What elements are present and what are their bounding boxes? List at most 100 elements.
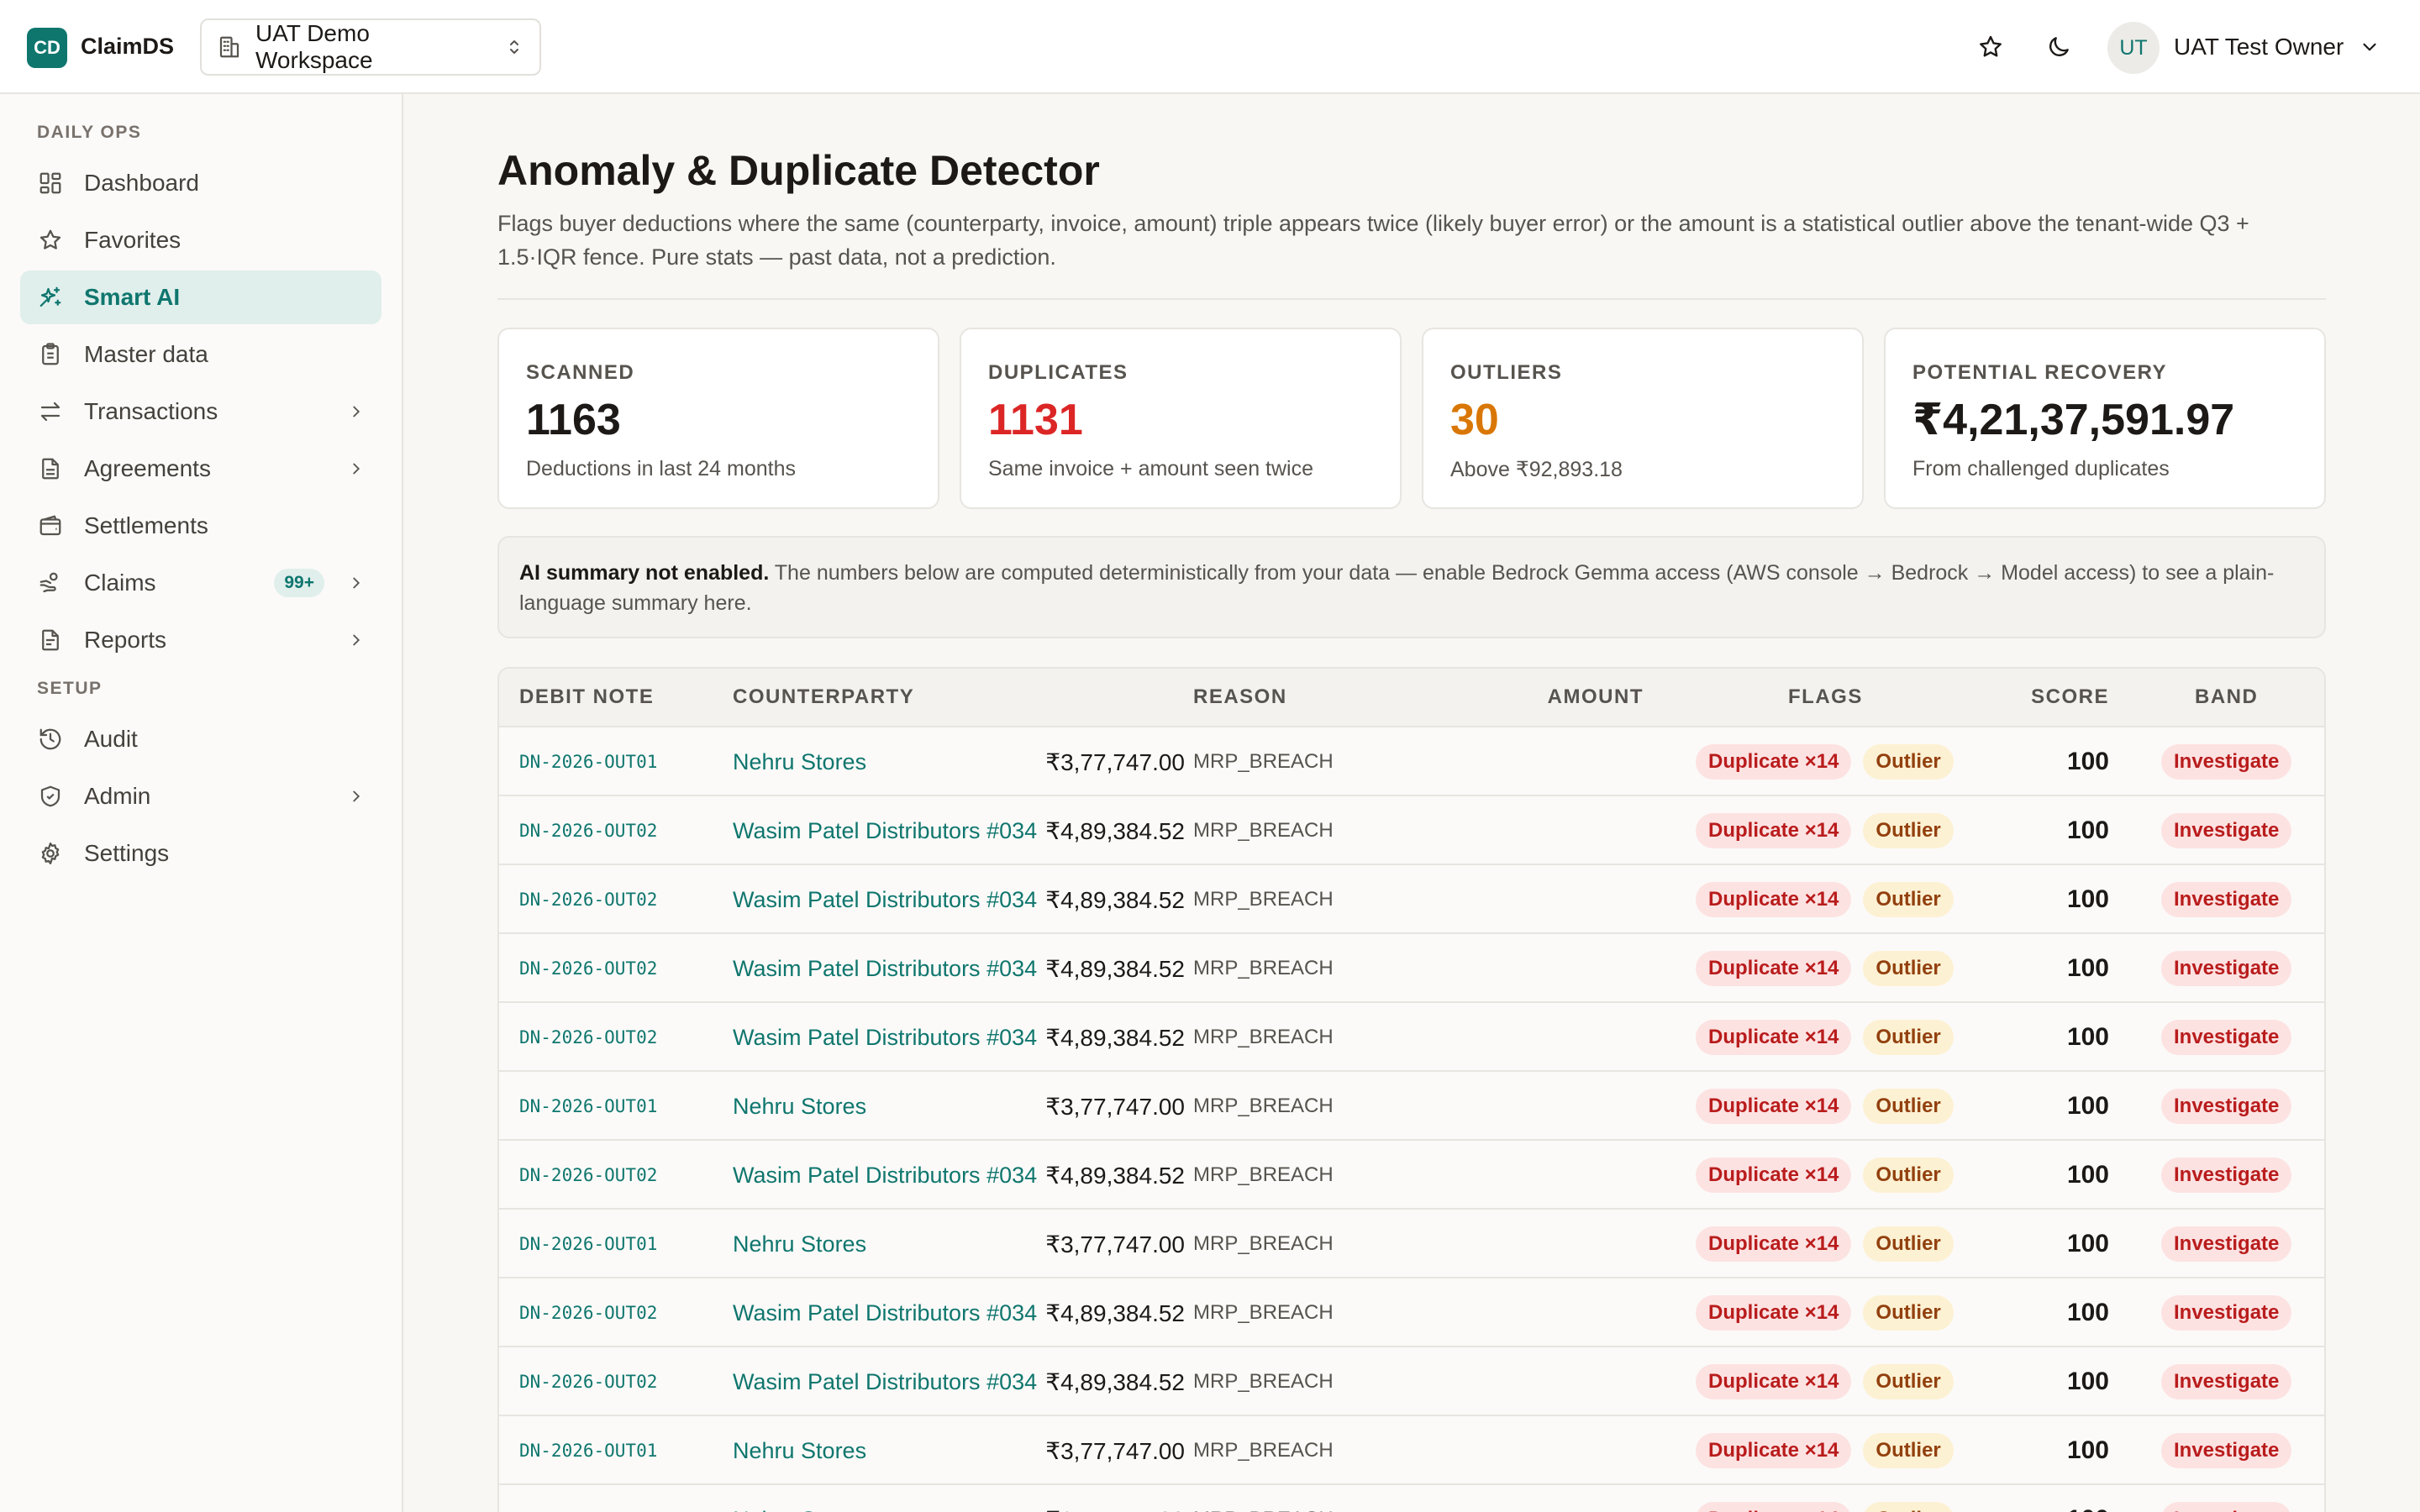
debit-note-link[interactable]: DN-2026-OUT01 (519, 1234, 658, 1254)
counterparty-link[interactable]: Nehru Stores (733, 1093, 867, 1119)
report-icon (37, 627, 64, 654)
duplicate-flag-badge: Duplicate ×14 (1696, 1295, 1852, 1331)
counterparty-link[interactable]: Wasim Patel Distributors #034 (733, 886, 1038, 912)
sidebar-item-reports[interactable]: Reports (20, 613, 381, 667)
shield-icon (37, 783, 64, 810)
reason-code: MRP_BREACH (1193, 1026, 1334, 1048)
counterparty-link[interactable]: Nehru Stores (733, 1231, 867, 1257)
table-row[interactable]: DN-2026-OUT02 Wasim Patel Distributors #0… (499, 1278, 2324, 1347)
table-row[interactable]: DN-2026-OUT02 Wasim Patel Distributors #0… (499, 796, 2324, 865)
debit-note-link[interactable]: DN-2026-OUT02 (519, 821, 658, 841)
column-header-flags[interactable]: FLAGS (1788, 685, 1863, 708)
dark-mode-moon-icon[interactable] (2042, 30, 2075, 64)
score: 100 (2067, 1485, 2109, 1512)
debit-note-link[interactable]: DN-2026-OUT02 (519, 1303, 658, 1323)
table-row[interactable]: DN-2026-OUT02 Wasim Patel Distributors #0… (499, 1347, 2324, 1416)
counterparty-link[interactable]: Wasim Patel Distributors #034 (733, 955, 1038, 981)
sidebar-item-favorites[interactable]: Favorites (20, 213, 381, 267)
debit-note-link[interactable]: DN-2026-OUT02 (519, 1165, 658, 1185)
user-name[interactable]: UAT Test Owner (2174, 34, 2344, 60)
sidebar-item-settlements[interactable]: Settlements (20, 499, 381, 553)
sidebar-item-transactions[interactable]: Transactions (20, 385, 381, 438)
counterparty-link[interactable]: Nehru Stores (733, 1485, 866, 1512)
counterparty-link[interactable]: Nehru Stores (733, 748, 867, 774)
reason-code: MRP_BREACH (1193, 1439, 1334, 1462)
flags: Duplicate ×14 Outlier (1696, 796, 1954, 865)
investigate-band-badge: Investigate (2161, 1089, 2292, 1124)
debit-note-link[interactable]: DN-2026-OUT02 (519, 1027, 658, 1047)
sidebar-item-label: Audit (84, 726, 138, 752)
table-row[interactable]: DN-2026-OUT01 Nehru Stores MRP_BREACH ₹3,77… (499, 1485, 2324, 1512)
column-header-amount[interactable]: AMOUNT (1547, 685, 1644, 708)
amount: ₹4,89,384.52 (1045, 1368, 1185, 1395)
sidebar-item-admin[interactable]: Admin (20, 769, 381, 823)
column-header-reason[interactable]: REASON (1193, 685, 1287, 708)
band: Investigate (2161, 1485, 2292, 1512)
user-avatar[interactable]: UT (2107, 22, 2160, 74)
notice-title: AI summary not enabled. (519, 561, 770, 585)
column-header-counterparty[interactable]: COUNTERPARTY (733, 685, 915, 708)
score: 100 (2066, 954, 2109, 982)
sidebar-item-label: Settlements (84, 512, 208, 538)
amount: ₹4,89,384.52 (1045, 817, 1185, 844)
stat-subtext: Above ₹92,893.18 (1450, 458, 1623, 481)
top-header: CD ClaimDS UAT Demo Workspace UT UAT Tes… (0, 0, 2420, 94)
amount: ₹4,89,384.52 (1045, 1299, 1185, 1326)
debit-note-link[interactable]: DN-2026-OUT02 (519, 890, 658, 910)
column-header-score[interactable]: SCORE (2031, 685, 2109, 708)
chevrons-up-down-icon (504, 37, 524, 57)
counterparty-link[interactable]: Nehru Stores (733, 1437, 867, 1463)
table-row[interactable]: DN-2026-OUT02 Wasim Patel Distributors #0… (499, 1141, 2324, 1210)
outlier-flag-badge: Outlier (1863, 1020, 1954, 1055)
column-header-debit-note[interactable]: DEBIT NOTE (519, 685, 655, 708)
counterparty-link[interactable]: Wasim Patel Distributors #034 (733, 817, 1038, 843)
flags: Duplicate ×14 Outlier (1696, 1278, 1954, 1347)
app-name[interactable]: ClaimDS (81, 34, 175, 59)
sidebar-item-claims[interactable]: Claims 99+ (20, 556, 381, 610)
band: Investigate (2161, 796, 2292, 865)
workspace-switcher[interactable]: UAT Demo Workspace (200, 18, 541, 76)
app-logo[interactable]: CD (27, 28, 67, 68)
table-row[interactable]: DN-2026-OUT01 Nehru Stores MRP_BREACH ₹3,77… (499, 1072, 2324, 1141)
table-row[interactable]: DN-2026-OUT02 Wasim Patel Distributors #0… (499, 865, 2324, 934)
investigate-band-badge: Investigate (2161, 1502, 2292, 1512)
sidebar-item-settings[interactable]: Settings (20, 827, 381, 880)
band: Investigate (2161, 1003, 2292, 1072)
counterparty-link[interactable]: Wasim Patel Distributors #034 (733, 1299, 1038, 1326)
sidebar-item-agreements[interactable]: Agreements (20, 442, 381, 496)
sidebar-item-label: Reports (84, 627, 167, 653)
duplicate-flag-badge: Duplicate ×14 (1696, 1364, 1852, 1399)
table-row[interactable]: DN-2026-OUT02 Wasim Patel Distributors #0… (499, 1003, 2324, 1072)
stat-value: ₹4,21,37,591.97 (1912, 396, 2235, 444)
debit-note-link[interactable]: DN-2026-OUT01 (519, 1441, 658, 1461)
counterparty-link[interactable]: Wasim Patel Distributors #034 (733, 1024, 1038, 1050)
column-header-band[interactable]: BAND (2195, 685, 2259, 708)
counterparty-link[interactable]: Wasim Patel Distributors #034 (733, 1368, 1038, 1394)
divider (497, 298, 2326, 300)
sidebar-item-master-data[interactable]: Master data (20, 328, 381, 381)
score: 100 (2066, 816, 2109, 844)
sidebar-item-smart-ai[interactable]: Smart AI (20, 270, 381, 324)
debit-note-link[interactable]: DN-2026-OUT01 (519, 1485, 657, 1512)
flags: Duplicate ×14 Outlier (1696, 934, 1954, 1003)
amount: ₹4,89,384.52 (1045, 1024, 1185, 1051)
table-row[interactable]: DN-2026-OUT01 Nehru Stores MRP_BREACH ₹3,77… (499, 1416, 2324, 1485)
investigate-band-badge: Investigate (2161, 1364, 2292, 1399)
debit-note-link[interactable]: DN-2026-OUT01 (519, 1096, 658, 1116)
anomaly-table: DEBIT NOTE COUNTERPARTY REASON AMOUNT FL… (497, 667, 2326, 1512)
debit-note-link[interactable]: DN-2026-OUT02 (519, 1372, 658, 1392)
debit-note-link[interactable]: DN-2026-OUT02 (519, 958, 658, 979)
counterparty-link[interactable]: Wasim Patel Distributors #034 (733, 1162, 1038, 1188)
chevron-down-icon[interactable] (2354, 32, 2385, 62)
outlier-flag-badge: Outlier (1863, 1226, 1954, 1262)
sidebar-item-dashboard[interactable]: Dashboard (20, 156, 381, 210)
favorite-star-icon[interactable] (1974, 30, 2007, 64)
sidebar-item-audit[interactable]: Audit (20, 712, 381, 766)
table-row[interactable]: DN-2026-OUT01 Nehru Stores MRP_BREACH ₹3,77… (499, 727, 2324, 796)
flags: Duplicate ×14 Outlier (1696, 1347, 1954, 1416)
amount: ₹4,89,384.52 (1045, 955, 1185, 982)
table-row[interactable]: DN-2026-OUT01 Nehru Stores MRP_BREACH ₹3,77… (499, 1210, 2324, 1278)
debit-note-link[interactable]: DN-2026-OUT01 (519, 752, 658, 772)
amount: ₹3,77,747.00 (1045, 1093, 1185, 1120)
table-row[interactable]: DN-2026-OUT02 Wasim Patel Distributors #0… (499, 934, 2324, 1003)
